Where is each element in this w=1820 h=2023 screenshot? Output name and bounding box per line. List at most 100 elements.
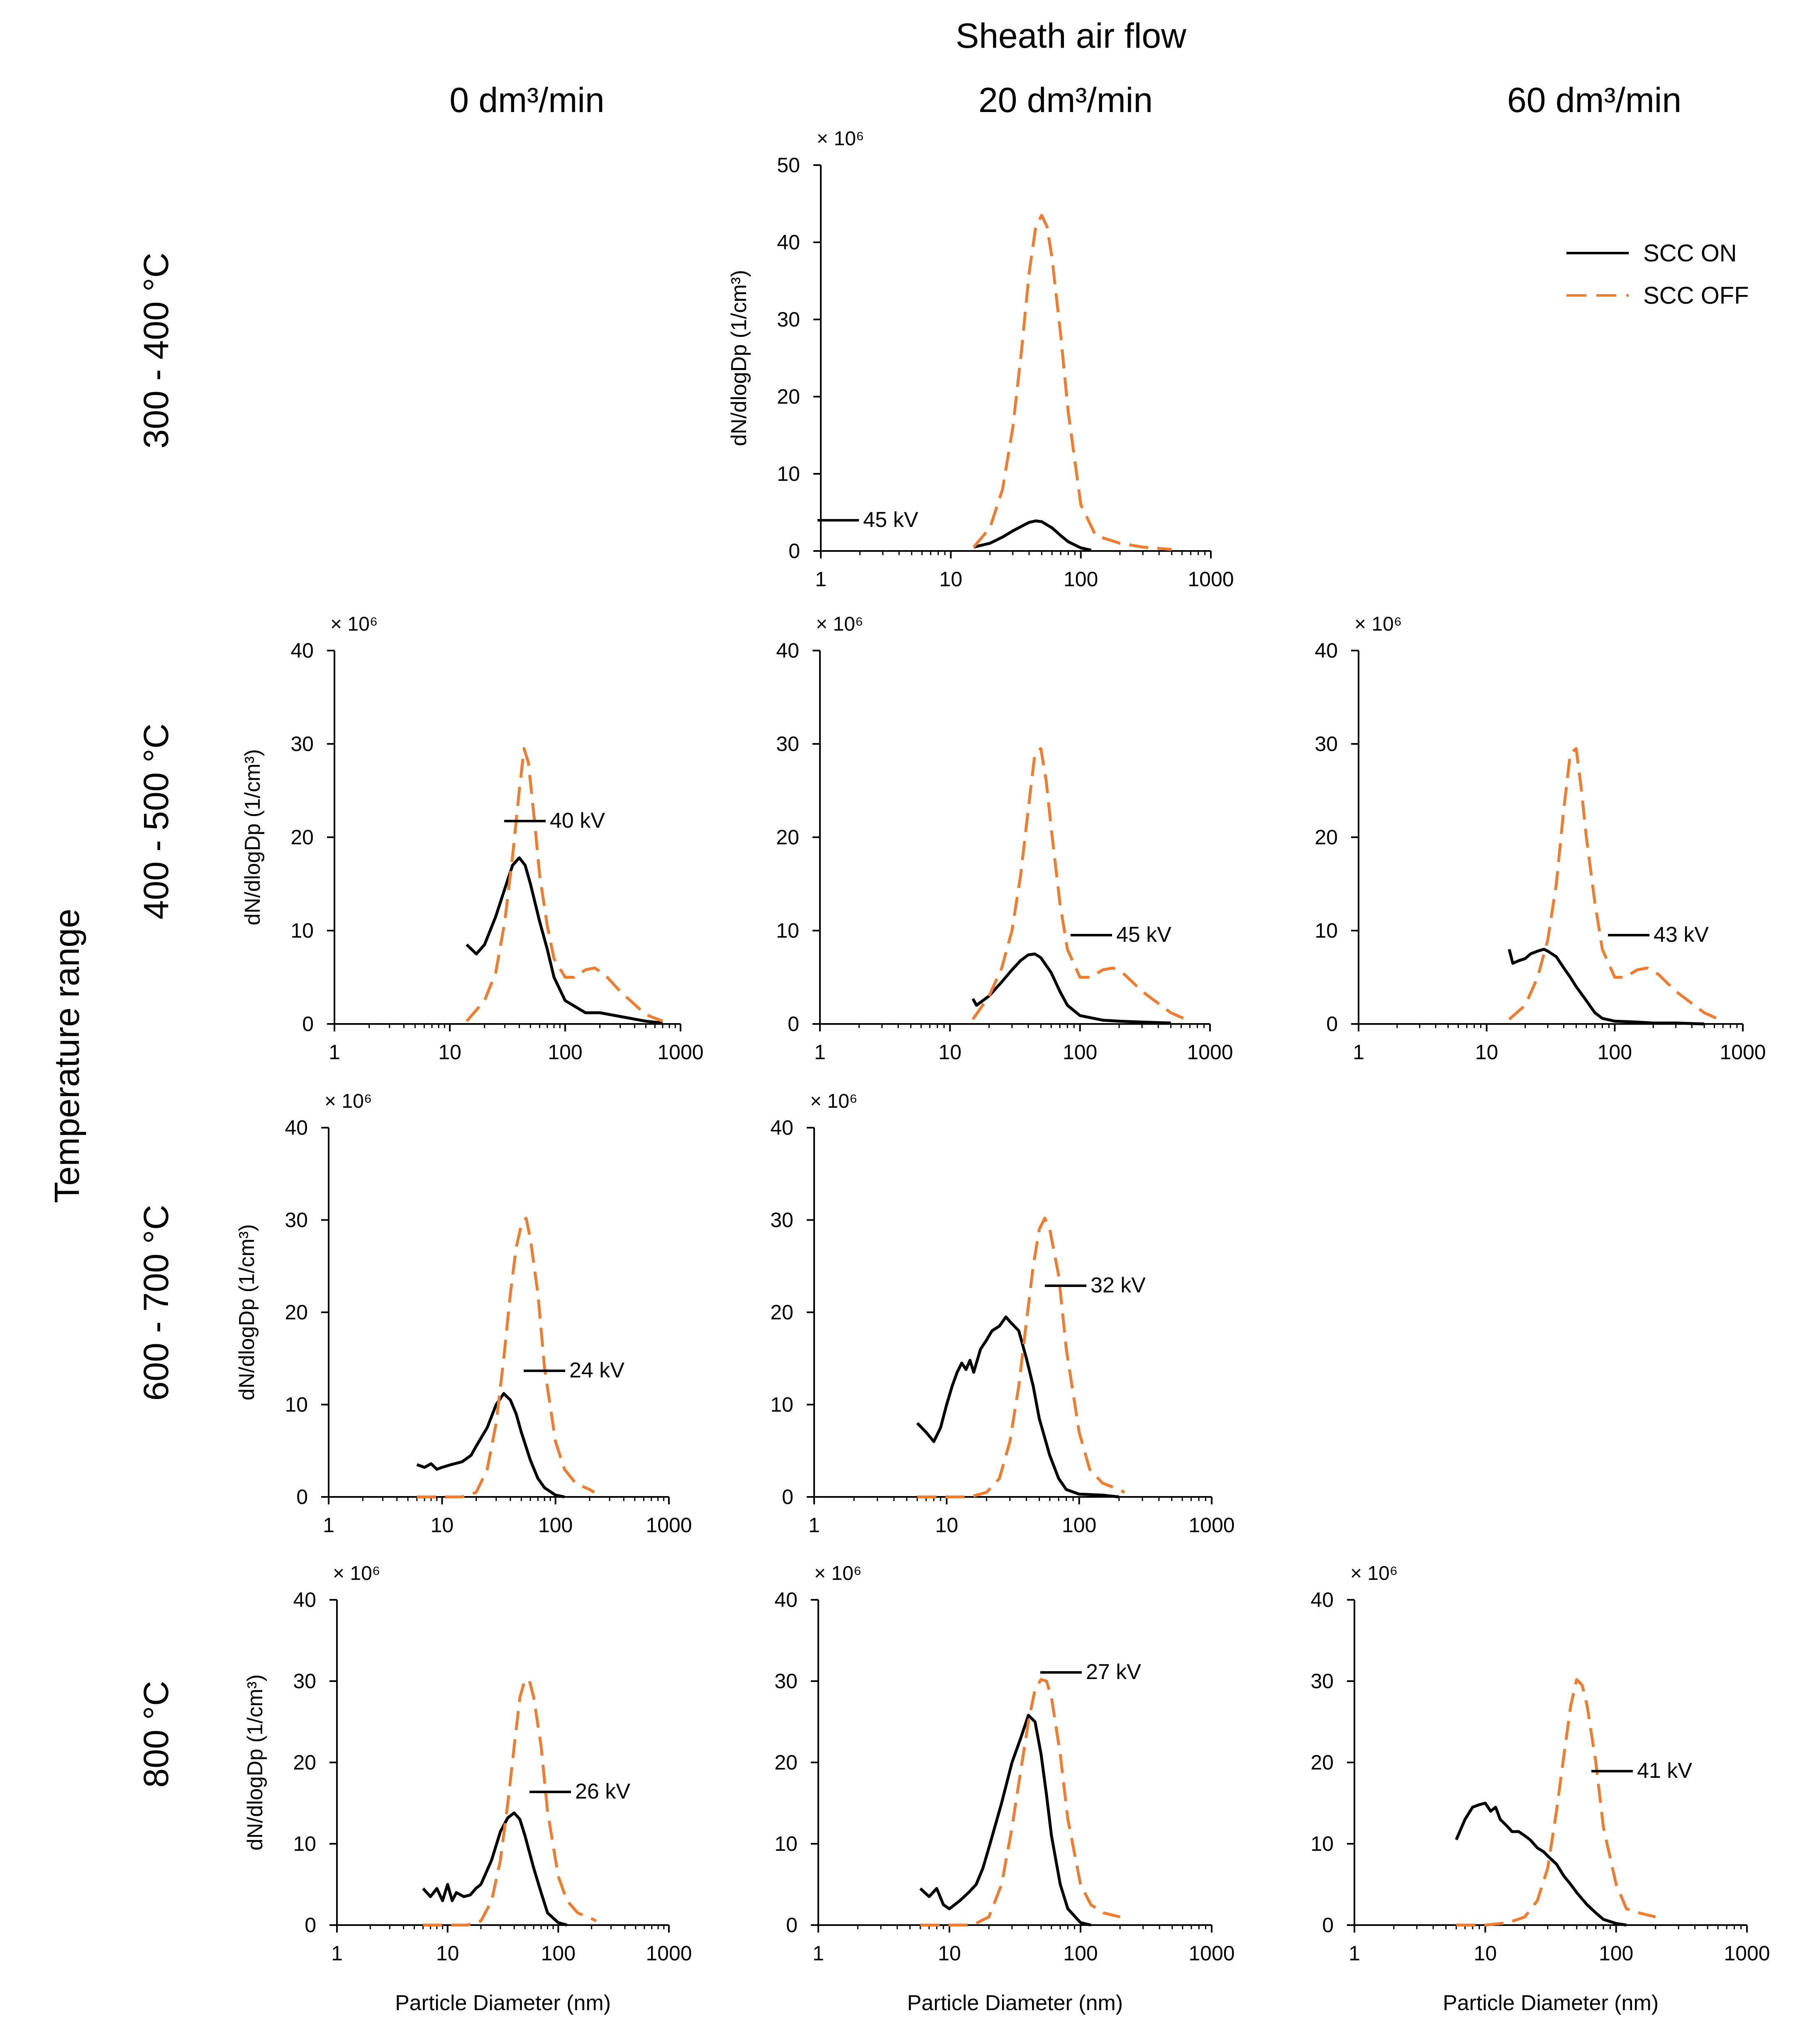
x-tick-label: 100 <box>1063 1041 1097 1064</box>
y-tick-label: 40 <box>770 1116 793 1139</box>
y-tick-label: 0 <box>786 1913 798 1937</box>
x-axis-label: Particle Diameter (nm) <box>907 1991 1123 2015</box>
series-line-scc-off <box>972 214 1172 551</box>
x-tick-label: 10 <box>431 1514 454 1537</box>
series-line-scc-on <box>971 952 1171 1025</box>
y-tick-label: 30 <box>285 1209 308 1232</box>
y-multiplier-label: × 10⁶ <box>810 1090 858 1112</box>
x-tick-label: 10 <box>939 1041 962 1064</box>
x-tick-label: 1000 <box>646 1942 692 1965</box>
kv-label: 27 kV <box>1086 1660 1141 1684</box>
y-tick-label: 40 <box>293 1588 316 1611</box>
kv-label: 24 kV <box>569 1358 625 1382</box>
x-tick-label: 10 <box>438 1041 461 1064</box>
series-line-scc-on <box>1455 1801 1627 1927</box>
y-tick-label: 10 <box>776 919 799 942</box>
series-line-scc-off <box>465 747 664 1023</box>
x-tick-label: 1000 <box>1188 568 1234 591</box>
x-tick-label: 1 <box>331 1942 343 1965</box>
x-tick-label: 1 <box>814 1041 826 1064</box>
legend-label-on: SCC ON <box>1643 240 1737 267</box>
top-title: Sheath air flow <box>956 16 1186 55</box>
x-axis-label: Particle Diameter (nm) <box>1443 1991 1659 2015</box>
y-tick-label: 20 <box>777 385 800 408</box>
series-line-scc-off <box>423 1678 597 1927</box>
series-line-scc-off <box>920 1678 1120 1927</box>
x-tick-label: 1000 <box>657 1041 703 1064</box>
series-line-scc-off <box>417 1216 595 1499</box>
y-tick-label: 0 <box>782 1485 793 1509</box>
x-tick-label: 10 <box>935 1514 959 1537</box>
x-tick-label: 100 <box>1064 568 1098 591</box>
series-line-scc-on <box>916 1315 1120 1499</box>
y-tick-label: 20 <box>290 826 314 849</box>
kv-label: 26 kV <box>575 1779 630 1804</box>
y-tick-label: 10 <box>285 1393 308 1416</box>
row-header-0: 300 - 400 °C <box>137 253 176 449</box>
x-tick-label: 10 <box>1474 1942 1497 1965</box>
legend: SCC ON SCC OFF <box>1566 240 1749 309</box>
series-line-scc-off <box>971 747 1191 1023</box>
y-tick-label: 30 <box>1310 1670 1334 1693</box>
y-tick-label: 40 <box>285 1116 308 1139</box>
y-tick-label: 30 <box>293 1670 316 1693</box>
x-tick-label: 100 <box>1599 1942 1633 1965</box>
x-tick-label: 10 <box>436 1942 459 1965</box>
series-line-scc-on <box>466 856 663 1025</box>
x-tick-label: 1 <box>815 568 827 591</box>
chart-panel-2: 0 10 20 30 40 1 10 100 1000 × 10⁶ 45 kV <box>776 613 1233 1064</box>
series-line-scc-on <box>1508 948 1705 1026</box>
y-tick-label: 30 <box>777 308 800 331</box>
legend-label-off: SCC OFF <box>1643 282 1749 309</box>
x-tick-label: 10 <box>938 1942 961 1965</box>
x-tick-label: 1 <box>1353 1041 1364 1064</box>
y-tick-label: 30 <box>770 1209 793 1232</box>
column-header-1: 20 dm³/min <box>978 80 1153 119</box>
x-tick-label: 1 <box>812 1942 824 1965</box>
row-header-3: 800 °C <box>137 1681 176 1788</box>
row-header-2: 600 - 700 °C <box>137 1205 176 1401</box>
y-axis-label: dN/dlogDp (1/cm³) <box>727 270 751 446</box>
row-header-1: 400 - 500 °C <box>137 724 176 920</box>
y-multiplier-label: × 10⁶ <box>816 613 864 635</box>
kv-label: 41 kV <box>1637 1759 1692 1783</box>
row-axis-title: Temperature range <box>47 909 86 1203</box>
chart-panel-0: 0 10 20 30 40 50 1 10 100 1000 × 10⁶ dN/dlogDp (1/c… <box>727 128 1234 591</box>
chart-panel-3: 0 10 20 30 40 1 10 100 1000 × 10⁶ 43 kV <box>1315 613 1766 1064</box>
y-tick-label: 20 <box>293 1751 316 1774</box>
y-tick-label: 30 <box>1315 732 1338 756</box>
y-tick-label: 50 <box>777 154 800 177</box>
y-tick-label: 0 <box>1326 1012 1338 1036</box>
y-multiplier-label: × 10⁶ <box>324 1090 372 1112</box>
x-tick-label: 10 <box>1475 1041 1498 1064</box>
chart-panel-4: 0 10 20 30 40 1 10 100 1000 × 10⁶ dN/dlogDp (1/cm³… <box>235 1090 692 1537</box>
y-tick-label: 20 <box>776 826 799 849</box>
y-tick-label: 40 <box>1310 1588 1334 1611</box>
x-tick-label: 10 <box>939 568 963 591</box>
x-tick-label: 100 <box>538 1514 573 1537</box>
column-header-2: 60 dm³/min <box>1507 80 1681 119</box>
y-tick-label: 0 <box>788 539 800 563</box>
series-line-scc-on <box>973 519 1092 552</box>
y-tick-label: 20 <box>774 1751 798 1774</box>
x-tick-label: 100 <box>1063 1942 1098 1965</box>
series-line-scc-on <box>422 1811 568 1927</box>
x-tick-label: 100 <box>1062 1514 1096 1537</box>
series-line-scc-off <box>1508 747 1724 1023</box>
y-multiplier-label: × 10⁶ <box>333 1562 381 1584</box>
x-tick-label: 1 <box>323 1514 334 1537</box>
chart-panel-6: 0 10 20 30 40 1 10 100 1000 × 10⁶ dN/dlogDp (1/cm³… <box>243 1562 692 2015</box>
x-tick-label: 1 <box>329 1041 340 1064</box>
y-tick-label: 10 <box>777 462 800 485</box>
x-tick-label: 1000 <box>1720 1041 1766 1064</box>
y-tick-label: 30 <box>776 732 799 756</box>
chart-panel-1: 0 10 20 30 40 1 10 100 1000 × 10⁶ dN/dlogDp (1/cm³… <box>241 613 704 1064</box>
x-axis-label: Particle Diameter (nm) <box>395 1991 611 2015</box>
y-tick-label: 10 <box>770 1393 793 1416</box>
y-axis-label: dN/dlogDp (1/cm³) <box>235 1224 259 1401</box>
y-tick-label: 0 <box>305 1913 316 1937</box>
series-line-scc-off <box>917 1216 1125 1499</box>
